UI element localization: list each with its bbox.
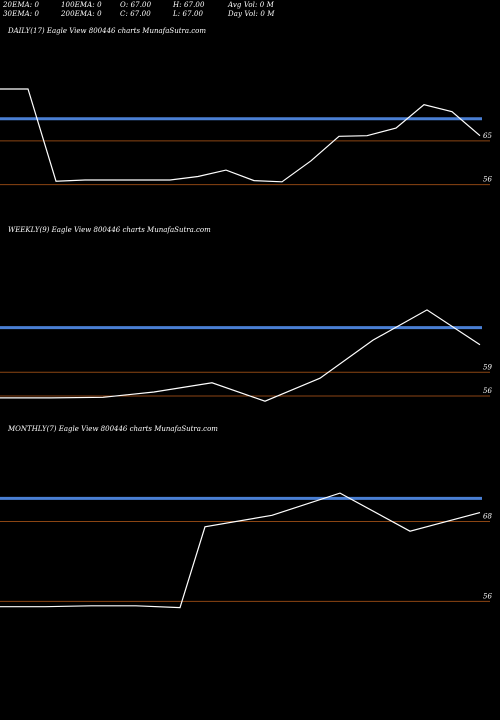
monthly-price-line xyxy=(0,492,481,609)
stat-20ema: 20EMA: 0 xyxy=(3,1,40,9)
stat-high: H: 67.00 xyxy=(173,1,205,9)
monthly-level-label-1: 56 xyxy=(483,592,492,600)
stat-day-vol: Day Vol: 0 M xyxy=(228,10,275,18)
daily-level-label-0: 65 xyxy=(483,132,492,140)
stat-30ema: 30EMA: 0 xyxy=(3,10,40,18)
monthly-level-label-0: 68 xyxy=(483,512,492,520)
stat-100ema: 100EMA: 0 xyxy=(61,1,102,9)
weekly-panel-title: WEEKLY(9) Eagle View 800446 charts Munaf… xyxy=(8,226,211,234)
daily-panel-title: DAILY(17) Eagle View 800446 charts Munaf… xyxy=(8,27,207,35)
stat-close: C: 67.00 xyxy=(120,10,151,18)
weekly-level-label-1: 56 xyxy=(483,387,492,395)
daily-level-label-1: 56 xyxy=(483,176,492,184)
weekly-level-label-0: 59 xyxy=(483,363,492,371)
monthly-panel-title: MONTHLY(7) Eagle View 800446 charts Muna… xyxy=(8,425,218,433)
daily-price-line xyxy=(0,88,481,183)
stat-avg-vol: Avg Vol: 0 M xyxy=(228,1,274,9)
stat-200ema: 200EMA: 0 xyxy=(61,10,102,18)
stat-open: O: 67.00 xyxy=(120,1,152,9)
stat-low: L: 67.00 xyxy=(173,10,204,18)
weekly-price-line xyxy=(0,309,481,402)
